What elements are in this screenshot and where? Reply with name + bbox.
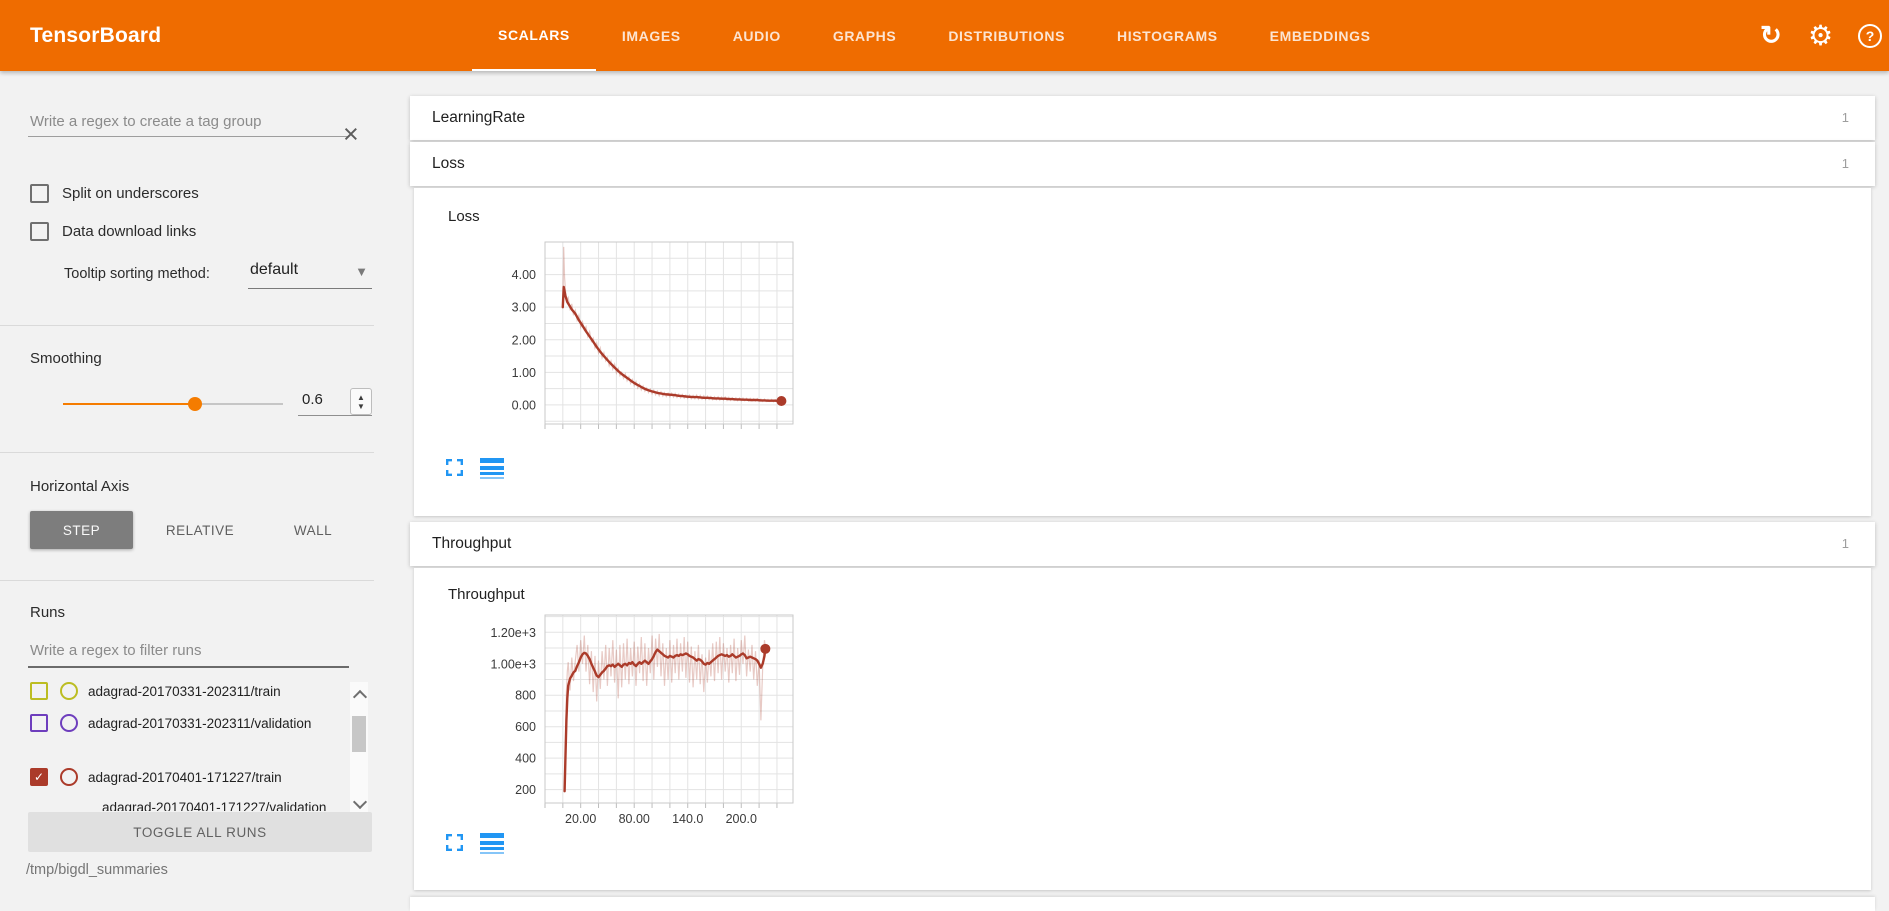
section-header-throughput[interactable]: Throughput 1 [410, 522, 1875, 566]
tooltip-sorting-label: Tooltip sorting method: [64, 266, 210, 282]
app-header: TensorBoard SCALARS IMAGES AUDIO GRAPHS DIST… [0, 0, 1889, 71]
tab-histograms[interactable]: HISTOGRAMS [1117, 27, 1218, 44]
run-radio[interactable] [60, 714, 78, 732]
tooltip-sorting-value: default [250, 261, 299, 278]
section-count-badge: 1 [1841, 156, 1849, 171]
next-section-partial [410, 897, 1875, 911]
log-scale-icon[interactable] [480, 833, 504, 855]
haxis-relative-button[interactable]: RELATIVE [165, 522, 235, 538]
svg-text:3.00: 3.00 [512, 301, 536, 315]
loss-section-body: Loss 0.00 1.00 2.00 3.00 4.00 [414, 188, 1871, 516]
run-row: ✓ adagrad-20170401-171227/train [30, 768, 282, 786]
run-label: adagrad-20170331-202311/train [88, 683, 281, 699]
svg-text:80.00: 80.00 [619, 812, 650, 826]
clear-regex-icon[interactable]: × [343, 119, 359, 149]
tag-regex-input[interactable] [28, 106, 349, 137]
help-icon[interactable]: ? [1858, 0, 1882, 71]
expand-chart-icon[interactable] [445, 833, 464, 852]
tooltip-sorting-dropdown[interactable]: default ▼ [248, 258, 372, 289]
section-title: Loss [432, 155, 465, 172]
stepper-down-icon[interactable]: ▼ [357, 401, 365, 411]
svg-text:2.00: 2.00 [512, 333, 536, 347]
app-title: TensorBoard [30, 24, 162, 47]
tab-distributions[interactable]: DISTRIBUTIONS [948, 27, 1066, 44]
runs-regex-input[interactable] [28, 634, 349, 668]
split-underscores-checkbox[interactable] [30, 184, 49, 203]
settings-gear-icon[interactable]: ⚙ [1808, 20, 1834, 51]
run-label: adagrad-20170401-171227/validation [102, 800, 327, 811]
section-count-badge: 1 [1841, 536, 1849, 551]
svg-text:200: 200 [515, 783, 536, 797]
section-header-learningrate[interactable]: LearningRate 1 [410, 96, 1875, 140]
tab-embeddings[interactable]: EMBEDDINGS [1269, 27, 1371, 44]
run-radio[interactable] [60, 768, 78, 786]
smoothing-value-underline [298, 415, 372, 416]
chart-title-loss: Loss [448, 208, 480, 225]
section-count-badge: 1 [1841, 110, 1849, 125]
divider [0, 452, 374, 453]
data-download-checkbox[interactable] [30, 222, 49, 241]
svg-text:800: 800 [515, 689, 536, 703]
run-row: adagrad-20170331-202311/train [30, 682, 281, 700]
throughput-section-body: Throughput 200 400 600 800 1.00e+3 1.20e+3 20.… [414, 568, 1871, 890]
section-header-loss[interactable]: Loss 1 [410, 142, 1875, 186]
run-row: adagrad-20170331-202311/validation [30, 714, 316, 732]
nav-tabs: SCALARS IMAGES AUDIO GRAPHS DISTRIBUTIONS HIS… [472, 0, 1397, 71]
divider [0, 325, 374, 326]
smoothing-stepper[interactable]: ▲ ▼ [350, 388, 372, 415]
run-radio[interactable] [60, 682, 78, 700]
svg-text:0.00: 0.00 [512, 398, 536, 412]
svg-text:4.00: 4.00 [512, 268, 536, 282]
divider [0, 580, 374, 581]
log-scale-icon[interactable] [480, 458, 504, 480]
svg-text:400: 400 [515, 752, 536, 766]
smoothing-value[interactable]: 0.6 [302, 391, 323, 408]
question-mark: ? [1858, 23, 1882, 48]
svg-text:1.20e+3: 1.20e+3 [490, 626, 536, 640]
section-title: LearningRate [432, 109, 526, 126]
smoothing-slider-handle[interactable] [188, 397, 202, 411]
refresh-icon[interactable]: ↻ [1760, 20, 1782, 50]
svg-text:20.00: 20.00 [565, 812, 596, 826]
svg-text:200.0: 200.0 [726, 812, 757, 826]
section-title: Throughput [432, 535, 512, 552]
expand-chart-icon[interactable] [445, 458, 464, 477]
log-directory-path: /tmp/bigdl_summaries [26, 862, 168, 878]
runs-label: Runs [30, 604, 66, 621]
stepper-up-icon[interactable]: ▲ [357, 392, 365, 402]
smoothing-slider-active [63, 403, 195, 405]
data-download-label: Data download links [62, 223, 197, 240]
run-checkbox[interactable]: ✓ [30, 768, 48, 786]
tab-scalars[interactable]: SCALARS [472, 0, 596, 71]
chevron-down-icon: ▼ [355, 264, 368, 279]
run-label: adagrad-20170331-202311/validation [88, 715, 312, 731]
run-list: adagrad-20170331-202311/train adagrad-201… [0, 682, 350, 814]
scrollbar-thumb[interactable] [352, 716, 366, 752]
horizontal-axis-label: Horizontal Axis [30, 478, 130, 495]
tab-audio[interactable]: AUDIO [732, 27, 781, 44]
svg-text:600: 600 [515, 720, 536, 734]
svg-text:1.00e+3: 1.00e+3 [490, 657, 536, 671]
run-row: adagrad-20170401-171227/validation [30, 800, 326, 811]
run-checkbox[interactable] [30, 714, 48, 732]
haxis-wall-button[interactable]: WALL [293, 522, 333, 538]
svg-text:1.00: 1.00 [512, 366, 536, 380]
haxis-step-button[interactable]: STEP [30, 511, 133, 549]
svg-text:140.0: 140.0 [672, 812, 703, 826]
loss-chart[interactable]: 0.00 1.00 2.00 3.00 4.00 [435, 235, 815, 440]
run-checkbox[interactable] [30, 682, 48, 700]
chart-title-throughput: Throughput [448, 586, 525, 603]
tab-graphs[interactable]: GRAPHS [832, 27, 897, 44]
toggle-all-runs-button[interactable]: TOGGLE ALL RUNS [28, 812, 372, 852]
throughput-chart[interactable]: 200 400 600 800 1.00e+3 1.20e+3 20.00 80.00 140.… [435, 608, 815, 836]
smoothing-label: Smoothing [30, 350, 102, 367]
run-label: adagrad-20170401-171227/train [88, 769, 282, 785]
split-underscores-label: Split on underscores [62, 185, 199, 202]
tab-images[interactable]: IMAGES [621, 27, 681, 44]
